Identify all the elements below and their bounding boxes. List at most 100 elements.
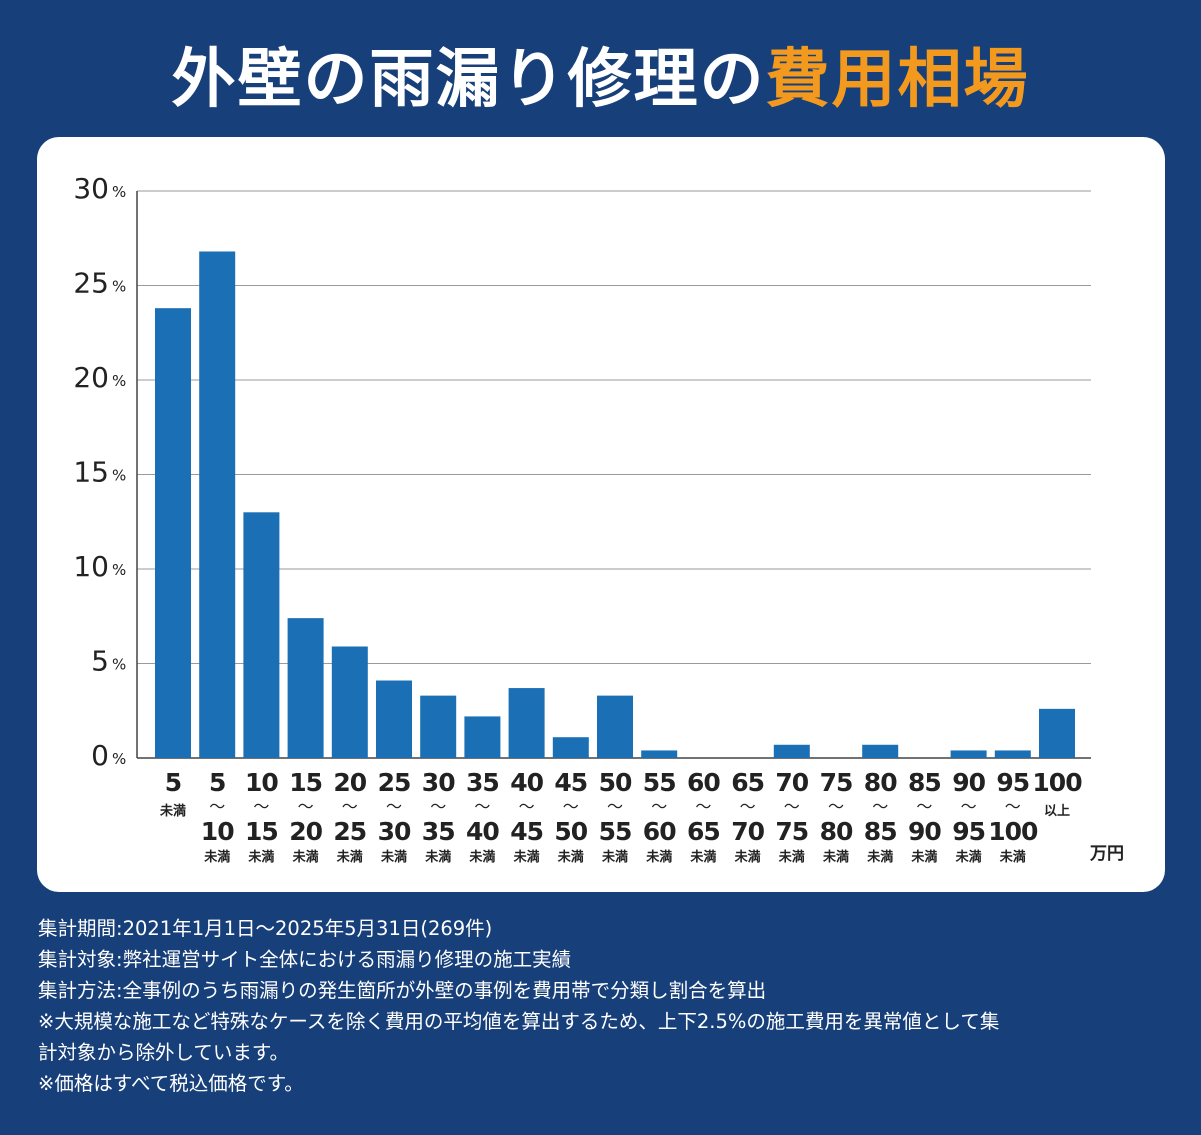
x-tick-label: 10 (201, 817, 234, 846)
x-tick-note: 未満 (424, 849, 451, 865)
x-tick-note: 未満 (203, 849, 230, 865)
x-tick-range-mark: 〜 (474, 797, 490, 816)
x-tick-label: 30 (378, 817, 411, 846)
x-tick-label: 40 (510, 768, 543, 797)
x-tick-label: 65 (687, 817, 720, 846)
x-tick-label: 100 (1032, 768, 1082, 797)
x-tick-label: 35 (422, 817, 455, 846)
y-tick-label: 25 (73, 267, 109, 300)
x-tick-range-mark: 〜 (916, 797, 932, 816)
y-tick-label: 20 (73, 361, 109, 394)
x-tick-range-mark: 〜 (695, 797, 711, 816)
x-tick-label: 90 (952, 768, 985, 797)
x-tick-range-mark: 〜 (563, 797, 579, 816)
x-tick-range-mark: 〜 (961, 797, 977, 816)
bar (773, 744, 810, 758)
x-tick-label: 70 (775, 768, 808, 797)
x-tick-label: 5 (209, 768, 225, 797)
x-tick-range-mark: 〜 (386, 797, 402, 816)
x-tick-label: 95 (996, 768, 1029, 797)
title-main: 外壁の雨漏り修理の (171, 43, 766, 117)
x-tick-label: 90 (908, 817, 941, 846)
x-tick-label: 5 (165, 768, 181, 797)
x-tick-label: 60 (643, 817, 676, 846)
x-tick-range-mark: 〜 (828, 797, 844, 816)
y-tick-unit: % (112, 656, 126, 674)
chart-title: 外壁の雨漏り修理の費用相場 (0, 30, 1201, 130)
x-tick-note: 未満 (380, 849, 407, 865)
bar (243, 512, 280, 758)
note-tax: ※価格はすべて税込価格です。 (38, 1072, 304, 1095)
bar (552, 737, 589, 758)
x-unit-label: 万円 (1089, 844, 1124, 864)
y-tick-unit: % (112, 467, 126, 485)
x-tick-note: 未満 (159, 803, 186, 819)
x-tick-note: 未満 (734, 849, 761, 865)
bar (376, 680, 412, 758)
bar (1039, 708, 1075, 758)
title-accent: 費用相場 (765, 43, 1030, 117)
x-tick-label: 55 (599, 817, 632, 846)
x-tick-label: 55 (643, 768, 676, 797)
x-tick-range-mark: 〜 (342, 797, 358, 816)
y-tick-label: 5 (91, 645, 109, 678)
bar (508, 688, 545, 758)
y-tick-label: 10 (73, 550, 109, 583)
x-tick-note: 未満 (513, 849, 540, 865)
x-tick-label: 85 (908, 768, 941, 797)
x-tick-label: 50 (554, 817, 587, 846)
x-tick-range-mark: 〜 (872, 797, 888, 816)
bar (641, 750, 678, 758)
x-tick-range-mark: 〜 (784, 797, 800, 816)
bar-chart: 0 %5 %10 %15 %20 %25 %30 %5未満5〜10未満10〜15未満15〜20… (73, 172, 1124, 865)
y-tick-label: 30 (73, 172, 109, 205)
x-tick-note: 未満 (778, 849, 805, 865)
x-tick-label: 15 (289, 768, 322, 797)
x-tick-label: 35 (466, 768, 499, 797)
x-tick-label: 75 (775, 817, 808, 846)
x-tick-note: 未満 (247, 849, 274, 865)
x-tick-label: 95 (952, 817, 985, 846)
x-tick-note: 未満 (910, 849, 937, 865)
notes: 集計期間:2021年1月1日〜2025年5月31日(269件) 集計対象:弊社運… (38, 913, 1178, 1099)
x-tick-label: 45 (510, 817, 543, 846)
note-exclusion-2: 計対象から除外しています。 (38, 1041, 289, 1064)
note-method: 集計方法:全事例のうち雨漏りの発生箇所が外壁の事例を費用帯で分類し割合を算出 (38, 979, 767, 1002)
x-tick-label: 45 (554, 768, 587, 797)
x-tick-note: 未満 (822, 849, 849, 865)
x-tick-note: 未満 (955, 849, 982, 865)
x-tick-note: 未満 (866, 849, 893, 865)
x-tick-label: 25 (378, 768, 411, 797)
note-period: 集計期間:2021年1月1日〜2025年5月31日(269件) (38, 917, 493, 940)
x-tick-label: 20 (289, 817, 322, 846)
x-tick-label: 75 (820, 768, 853, 797)
x-tick-note: 未満 (645, 849, 672, 865)
y-tick-unit: % (112, 183, 126, 201)
y-tick-unit: % (112, 561, 126, 579)
x-tick-range-mark: 〜 (253, 797, 269, 816)
x-tick-range-mark: 〜 (740, 797, 756, 816)
y-tick-label: 0 (91, 739, 109, 772)
bar (950, 750, 987, 758)
x-tick-label: 40 (466, 817, 499, 846)
x-tick-range-mark: 〜 (519, 797, 535, 816)
x-tick-range-mark: 〜 (430, 797, 446, 816)
x-tick-note: 未満 (468, 849, 495, 865)
y-tick-unit: % (112, 750, 126, 768)
y-tick-label: 15 (73, 456, 109, 489)
bar (597, 695, 633, 758)
bar (994, 750, 1031, 758)
x-tick-note: 未満 (557, 849, 584, 865)
bar (287, 618, 324, 758)
chart-card: 0% 5% 10% 15% 20% 25% 30% 5 未満 5 〜 10 未満 10 〜 15 未満 15 〜 20… (37, 137, 1165, 892)
x-tick-label: 25 (333, 817, 366, 846)
x-tick-range-mark: 〜 (651, 797, 667, 816)
x-tick-note: 未満 (689, 849, 716, 865)
x-tick-label: 10 (245, 768, 278, 797)
x-tick-label: 50 (599, 768, 632, 797)
x-tick-range-mark: 〜 (607, 797, 623, 816)
bar (464, 716, 501, 758)
y-tick-unit: % (112, 278, 126, 296)
x-tick-label: 65 (731, 768, 764, 797)
y-tick-unit: % (112, 372, 126, 390)
